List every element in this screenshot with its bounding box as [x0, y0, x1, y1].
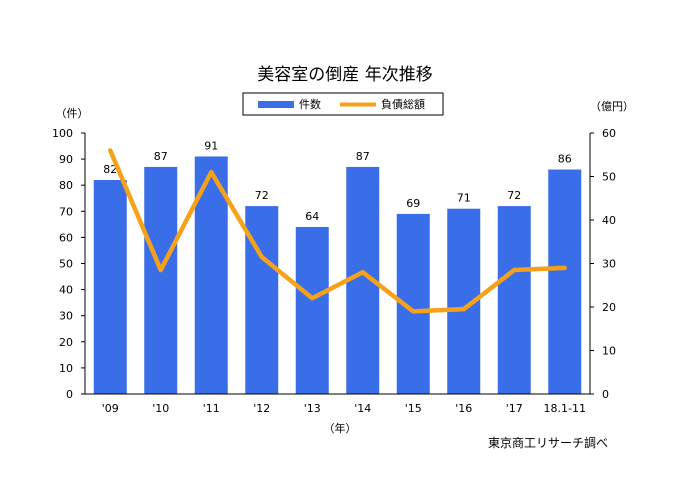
y-left-tick-label: 90: [59, 153, 73, 166]
y-right-ticks: 0 10 20 30 40 50 60: [590, 127, 616, 401]
y-left-tick-label: 10: [59, 362, 73, 375]
y-left-label: （件）: [56, 107, 89, 120]
y-right-tick-label: 0: [602, 388, 609, 401]
x-tick-label: 18.1-11: [544, 402, 586, 415]
bar-value-label: 71: [457, 192, 471, 205]
x-tick-label: '12: [253, 402, 270, 415]
x-tick-label: '15: [405, 402, 422, 415]
debt-line: [108, 148, 567, 314]
x-tick-label: '16: [455, 402, 472, 415]
bar-value-label: 69: [406, 197, 420, 210]
bar-value-label: 86: [558, 153, 572, 166]
y-right-tick-label: 30: [602, 258, 616, 271]
bar-series: [93, 156, 582, 394]
y-left-tick-label: 40: [59, 284, 73, 297]
y-left-tick-label: 60: [59, 231, 73, 244]
bar-value-label: 87: [356, 150, 370, 163]
bar: [93, 179, 127, 394]
x-tick-label: '17: [506, 402, 523, 415]
y-right-tick-label: 50: [602, 171, 616, 184]
bar: [497, 206, 531, 394]
x-tick-label: '13: [304, 402, 321, 415]
y-left-tick-label: 50: [59, 258, 73, 271]
chart-title: 美容室の倒産 年次推移: [257, 65, 432, 85]
y-right-tick-label: 60: [602, 127, 616, 140]
bar-value-label: 72: [255, 189, 269, 202]
y-left-tick-label: 0: [66, 388, 73, 401]
x-tick-labels: '09 '10 '11 '12 '13 '14 '15 '16 '17 18.1-11: [102, 402, 586, 415]
y-left-ticks: 0 10 20 30 40 50 60 70 80 90 100: [52, 127, 85, 401]
x-tick-label: '14: [354, 402, 371, 415]
x-axis-label: （年）: [324, 421, 357, 435]
legend-swatch-bars: [258, 101, 294, 108]
bar-value-label: 72: [507, 189, 521, 202]
legend: 件数 負債総額: [242, 92, 444, 116]
bar-value-label: 64: [305, 210, 319, 223]
y-right-tick-label: 40: [602, 214, 616, 227]
y-left-tick-label: 100: [52, 127, 73, 140]
bar-data-labels: 82 87 91 72 64 87 69 71 72 86: [103, 139, 572, 222]
legend-label-bars: 件数: [299, 98, 321, 111]
axes: [84, 133, 591, 395]
bar-value-label: 87: [154, 150, 168, 163]
source-note: 東京商工リサーチ調べ: [488, 435, 608, 450]
legend-label-line: 負債総額: [381, 97, 425, 111]
y-left-tick-label: 70: [59, 205, 73, 218]
bar: [295, 226, 329, 394]
bar: [144, 166, 178, 394]
y-left-tick-label: 80: [59, 179, 73, 192]
x-tick-label: '09: [102, 402, 119, 415]
y-right-tick-label: 20: [602, 301, 616, 314]
x-tick-label: '10: [152, 402, 169, 415]
bar-value-label: 82: [103, 163, 117, 176]
y-left-tick-label: 20: [59, 336, 73, 349]
y-left-tick-label: 30: [59, 310, 73, 323]
y-right-label: （億円）: [590, 100, 634, 113]
line-series: [108, 148, 567, 314]
x-tick-label: '11: [203, 402, 220, 415]
bar-value-label: 91: [204, 139, 218, 152]
bar: [548, 169, 582, 394]
y-right-tick-label: 10: [602, 345, 616, 358]
